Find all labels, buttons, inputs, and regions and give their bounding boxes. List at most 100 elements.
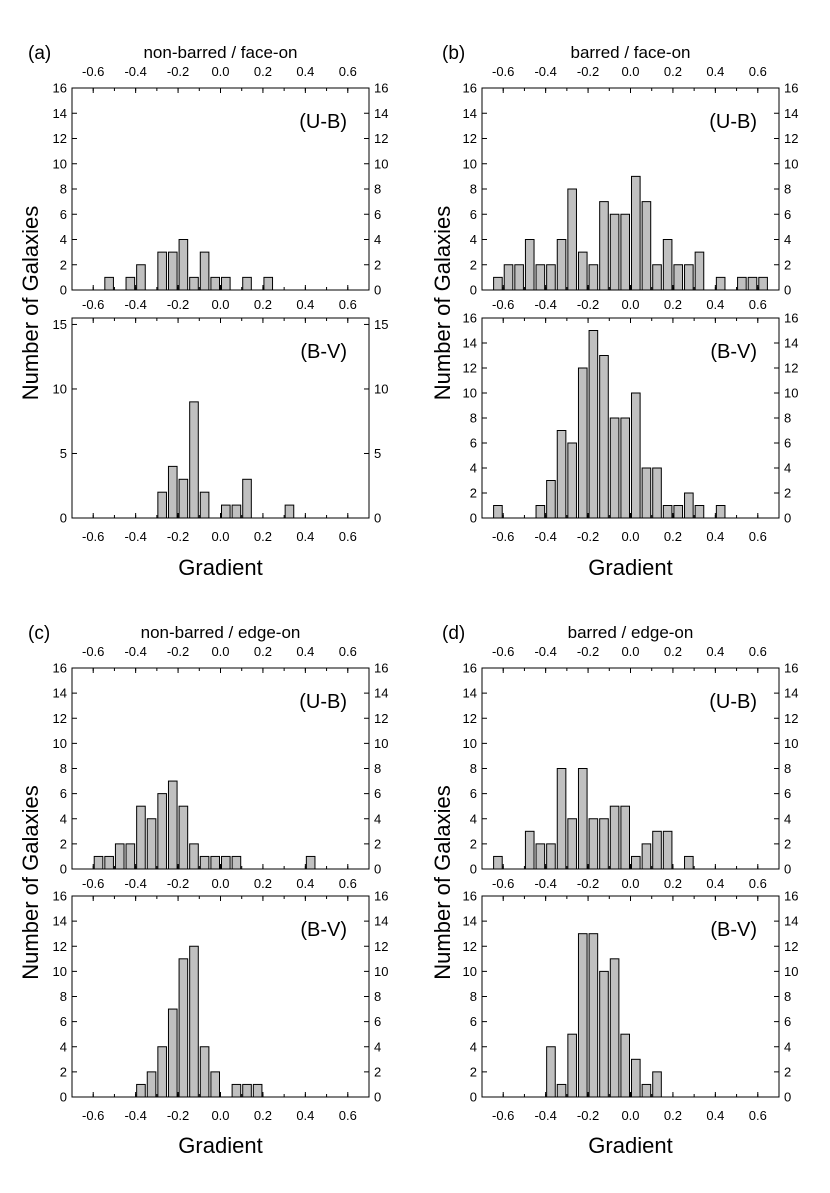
top-x-tick-label: -0.4	[124, 64, 146, 79]
y-tick-label-left: 16	[463, 311, 477, 326]
x-tick-label: 0.4	[296, 1108, 314, 1123]
y-tick-label-left: 4	[470, 461, 477, 476]
y-tick-label-right: 6	[784, 786, 791, 801]
histogram-bar	[125, 843, 136, 870]
histogram-bar	[146, 1071, 157, 1098]
x-tick-label: 0.0	[211, 297, 229, 312]
y-tick-label-right: 5	[374, 446, 381, 461]
y-tick-label-right: 16	[374, 661, 388, 676]
y-tick-label-right: 12	[784, 939, 798, 954]
histogram-bar	[136, 264, 146, 291]
y-tick-label-left: 5	[60, 446, 67, 461]
histogram-bar	[104, 276, 114, 291]
y-tick-label-right: 14	[374, 686, 388, 701]
x-tick-label: 0.6	[749, 1108, 767, 1123]
histogram-bar	[577, 251, 588, 291]
panel-c-tag: (c)	[28, 623, 50, 644]
y-tick-label-right: 14	[784, 914, 798, 929]
histogram-bar	[641, 1083, 652, 1098]
histogram-bar	[599, 818, 609, 870]
histogram-bar	[620, 417, 631, 519]
histogram-bar	[493, 505, 503, 519]
top-x-tick-label: -0.2	[167, 644, 189, 659]
x-tick-label: -0.4	[124, 529, 146, 544]
top-x-tick-label: -0.6	[492, 644, 514, 659]
y-tick-label-left: 12	[463, 361, 477, 376]
x-tick-label: 0.4	[296, 297, 314, 312]
y-tick-label-left: 8	[60, 182, 67, 197]
top-x-tick-label: 0.2	[664, 644, 682, 659]
x-tick-label: 0.0	[621, 529, 639, 544]
y-tick-label-right: 12	[374, 131, 388, 146]
histogram-bar	[157, 491, 167, 519]
histogram-bar	[652, 467, 662, 519]
histogram-bar	[114, 843, 125, 870]
y-tick-label-right: 4	[374, 1039, 381, 1054]
histogram-bar	[535, 843, 546, 870]
y-tick-label-right: 8	[784, 182, 791, 197]
x-tick-label: -0.6	[492, 876, 514, 891]
band-label: (U-B)	[709, 691, 757, 713]
y-tick-label-right: 4	[784, 461, 791, 476]
y-tick-label-left: 2	[60, 836, 67, 851]
y-tick-label-right: 8	[374, 761, 381, 776]
y-tick-label-right: 2	[374, 1064, 381, 1079]
histogram-bar	[210, 855, 220, 870]
histogram-bar	[747, 276, 758, 291]
x-tick-label: 0.6	[339, 876, 357, 891]
y-tick-label-left: 2	[470, 486, 477, 501]
top-x-tick-label: 0.6	[749, 64, 767, 79]
y-tick-label-right: 6	[374, 1014, 381, 1029]
y-axis-title: Number of Galaxies	[430, 206, 455, 400]
histogram-bar	[631, 1058, 641, 1098]
histogram-bar	[189, 401, 199, 519]
y-tick-label-left: 0	[470, 511, 477, 526]
panel-a-title: non-barred / face-on	[143, 43, 297, 62]
top-x-tick-label: 0.6	[749, 644, 767, 659]
histogram-bar	[546, 480, 556, 519]
top-x-tick-label: -0.6	[82, 644, 104, 659]
histogram-bar	[641, 843, 652, 870]
histogram-bar	[535, 505, 546, 519]
y-tick-label-right: 8	[784, 411, 791, 426]
y-tick-label-right: 12	[784, 361, 798, 376]
histogram-bar	[588, 818, 599, 870]
histogram-bar	[715, 505, 726, 519]
histogram-bar	[662, 239, 673, 291]
y-tick-label-right: 10	[784, 964, 798, 979]
y-tick-label-right: 4	[784, 811, 791, 826]
histogram-bar	[662, 505, 673, 519]
y-axis-title: Number of Galaxies	[18, 206, 43, 400]
top-x-tick-label: 0.4	[706, 644, 724, 659]
histogram-bar	[546, 264, 556, 291]
y-tick-label-right: 14	[784, 106, 798, 121]
x-tick-label: 0.6	[339, 529, 357, 544]
histogram-bar	[556, 239, 567, 291]
y-tick-label-right: 10	[374, 964, 388, 979]
y-tick-label-right: 2	[784, 257, 791, 272]
y-tick-label-left: 14	[463, 914, 477, 929]
histogram-bar	[609, 805, 620, 870]
panel-b-tag: (b)	[442, 43, 465, 64]
histogram-bar	[493, 855, 503, 870]
x-tick-label: 0.6	[749, 297, 767, 312]
y-tick-label-left: 14	[463, 686, 477, 701]
y-tick-label-left: 6	[60, 207, 67, 222]
y-tick-label-left: 2	[60, 257, 67, 272]
y-tick-label-left: 0	[60, 1090, 67, 1105]
x-tick-label: 0.0	[621, 876, 639, 891]
y-tick-label-right: 0	[374, 862, 381, 877]
y-tick-label-left: 12	[463, 939, 477, 954]
x-tick-label: -0.2	[167, 297, 189, 312]
y-tick-label-right: 2	[784, 836, 791, 851]
histogram-bar	[189, 843, 199, 870]
x-tick-label: 0.2	[254, 529, 272, 544]
histogram-bar	[631, 175, 641, 291]
histogram-bar	[157, 251, 167, 291]
x-tick-label: 0.6	[339, 297, 357, 312]
y-tick-label-right: 16	[784, 889, 798, 904]
y-tick-label-right: 14	[784, 686, 798, 701]
histogram-bar	[588, 330, 599, 519]
y-tick-label-right: 12	[784, 131, 798, 146]
y-tick-label-left: 0	[60, 862, 67, 877]
